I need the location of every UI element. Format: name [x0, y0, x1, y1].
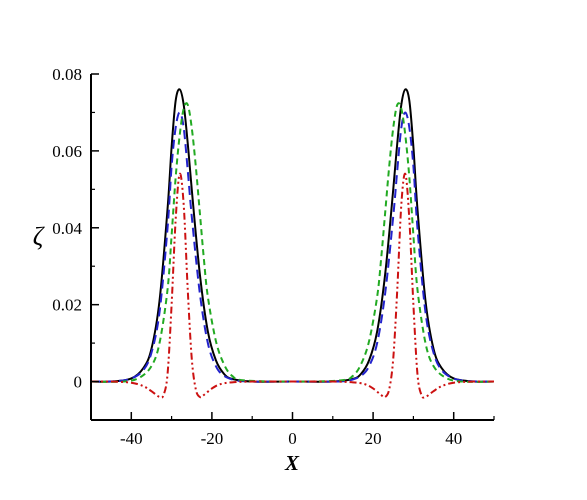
- x-tick-label: -40: [120, 429, 143, 448]
- x-tick-label: 20: [365, 429, 382, 448]
- series-line-2: [90, 111, 495, 383]
- x-tick-label: 0: [288, 429, 297, 448]
- series-line-1: [90, 88, 495, 383]
- x-axis-label: X: [284, 451, 300, 475]
- ticks-layer: -40 -20 0 20 40 0 0.02 0.04 0.06 0.08: [52, 65, 495, 448]
- x-tick-label: 40: [445, 429, 462, 448]
- y-tick-label: 0.06: [52, 142, 82, 161]
- y-tick-label: 0.08: [52, 65, 82, 84]
- y-tick-label: 0.02: [52, 296, 82, 315]
- y-tick-label: 0: [74, 373, 83, 392]
- series-layer: [90, 88, 495, 399]
- series-line-4: [90, 172, 495, 399]
- x-tick-label: -20: [201, 429, 224, 448]
- y-tick-label: 0.04: [52, 219, 82, 238]
- y-axis-label: ζ: [33, 222, 45, 251]
- series-line-3: [90, 102, 495, 383]
